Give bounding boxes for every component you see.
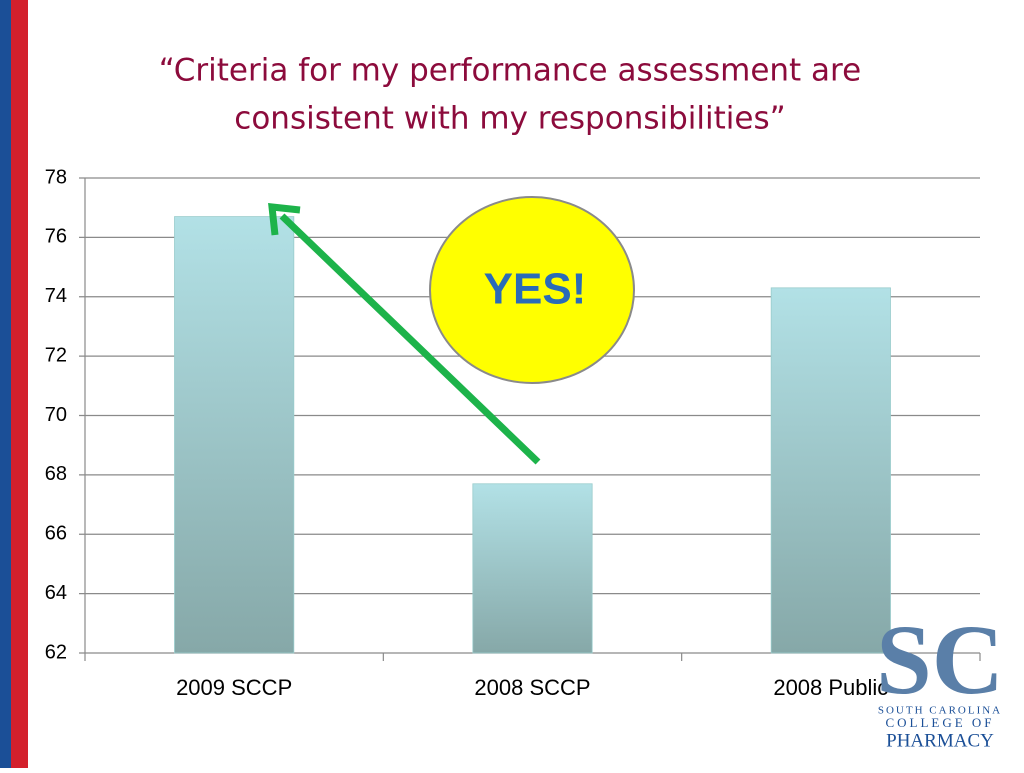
y-tick-label: 70	[45, 404, 67, 426]
bar	[174, 216, 295, 654]
y-tick-label: 66	[45, 523, 67, 545]
y-tick-label: 74	[45, 285, 67, 307]
overlay: YES!	[268, 196, 635, 465]
logo: SC SOUTH CAROLINA COLLEGE OF PHARMACY	[876, 604, 1004, 751]
y-tick-label: 76	[45, 226, 67, 248]
logo-text: COLLEGE OF	[885, 715, 994, 730]
bar	[472, 483, 593, 654]
side-stripe-red	[11, 0, 28, 768]
x-tick-label: 2009 SCCP	[176, 675, 292, 700]
y-tick-label: 68	[45, 463, 67, 485]
callout-bubble	[429, 196, 635, 384]
logo-mark: SC	[876, 604, 1004, 715]
logo-text: SOUTH CAROLINA	[878, 705, 1002, 717]
arrow-head	[268, 203, 301, 236]
plot: 62 64 66 68 70 72 74 76 78 2009 SCCP 2008 SCCP 2008…	[45, 166, 981, 700]
x-tick-label: 2008 Public	[773, 675, 888, 700]
logo-text: PHARMACY	[886, 730, 994, 751]
chart-title-line: “Criteria for my performance assessment …	[159, 53, 861, 89]
y-tick-label: 72	[45, 344, 67, 366]
bar	[770, 287, 891, 654]
arrow-shaft	[279, 213, 541, 465]
y-tick-label: 78	[45, 166, 67, 188]
y-tick-label: 64	[45, 582, 67, 604]
side-stripe-blue	[0, 0, 11, 768]
chart-title-line: consistent with my responsibilities”	[234, 101, 785, 137]
x-tick-label: 2008 SCCP	[474, 675, 590, 700]
y-tick-label: 62	[45, 641, 67, 663]
callout-text: YES!	[484, 265, 587, 314]
